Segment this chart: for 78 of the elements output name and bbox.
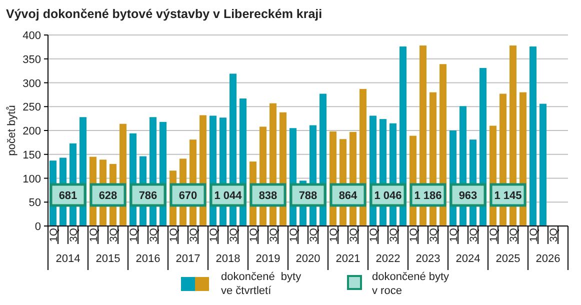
x-tick-label: 3Q [68, 228, 80, 242]
x-tick-label: 1Q [288, 228, 300, 242]
x-tick-label: 1Q [208, 228, 220, 242]
text: 2025 [496, 253, 520, 265]
annual-total-box: 1 145 [490, 183, 526, 207]
x-tick-label: 3Q [228, 228, 240, 242]
y-tick-label: 100 [22, 173, 41, 186]
x-tick-label: 1Q [408, 228, 420, 242]
annual-total-box: 963 [450, 183, 486, 207]
y-tick-label: 300 [22, 78, 41, 90]
annotation: 670 [178, 190, 198, 202]
annotation: 1 044 [214, 190, 243, 202]
y-tick-label: 400 [22, 30, 41, 42]
annual-total-box: 670 [170, 183, 206, 207]
x-tick-label: 3Q [148, 228, 160, 242]
bar [530, 46, 536, 226]
x-tick-label: 3Q [388, 228, 400, 242]
y-tick-label: 0 [34, 221, 41, 233]
x-tick-label: 3Q [428, 228, 440, 242]
text: dokončené byty v roce [372, 271, 450, 297]
text: 2018 [216, 253, 240, 265]
text: 2014 [56, 253, 80, 265]
x-tick-label: 3Q [348, 228, 360, 242]
y-tick-label: 250 [22, 102, 41, 114]
text: 2026 [536, 253, 560, 265]
annual-total-box: 788 [290, 183, 326, 207]
annotation: 786 [138, 190, 158, 202]
annual-total-box: 1 186 [410, 183, 446, 207]
text: 2023 [416, 253, 440, 265]
text: 2024 [456, 253, 480, 265]
annual-total-box: 628 [90, 183, 126, 207]
x-tick-label: 1Q [488, 228, 500, 242]
x-tick-label: 1Q [128, 228, 140, 242]
x-tick-label: 1Q [448, 228, 460, 242]
annual-total-box: 681 [50, 183, 86, 207]
x-tick-label: 1Q [168, 228, 180, 242]
annual-total-box: 786 [130, 183, 166, 207]
annotation: 963 [458, 190, 478, 202]
annual-total-box: 1 046 [370, 183, 406, 207]
x-tick-label: 1Q [248, 228, 260, 242]
annotation: 1 186 [414, 190, 442, 202]
y-tick-label: 200 [22, 126, 41, 138]
x-tick-label: 3Q [268, 228, 280, 242]
annual-total-box: 1 044 [210, 183, 246, 207]
x-tick-label: 1Q [88, 228, 100, 242]
bar [540, 104, 546, 226]
legend-label: dokončené byty ve čtvrtletí [221, 271, 302, 297]
text: 2019 [256, 253, 280, 265]
text: 2016 [136, 253, 160, 265]
y-tick-label: 350 [22, 54, 41, 66]
annotation: 864 [338, 190, 358, 202]
annotation: 681 [58, 190, 78, 202]
y-tick-label: 50 [28, 197, 41, 210]
x-tick-label: 3Q [108, 228, 120, 242]
text: 2021 [336, 253, 360, 265]
text: 2015 [96, 253, 120, 265]
x-tick-label: 1Q [48, 228, 60, 242]
annotation: 1 046 [374, 190, 402, 202]
x-tick-label: 1Q [368, 228, 380, 242]
annotation: 628 [98, 190, 118, 202]
text: 2017 [176, 253, 200, 265]
x-tick-label: 1Q [528, 228, 540, 242]
annual-total-box: 838 [250, 183, 286, 207]
text: 2020 [296, 253, 320, 265]
annual-total-box: 864 [330, 183, 366, 207]
y-axis-title: počet bytů [6, 105, 18, 156]
x-tick-label: 3Q [468, 228, 480, 242]
text: 2022 [376, 253, 400, 265]
chart-title: Vývoj dokončené bytové výstavby v Libereckém kraji [6, 7, 322, 21]
annotation: 788 [298, 190, 318, 202]
annotation: 1 145 [494, 190, 522, 202]
annotation: 838 [258, 190, 278, 202]
x-tick-label: 3Q [548, 228, 560, 242]
x-tick-label: 1Q [328, 228, 340, 242]
x-tick-label: 3Q [508, 228, 520, 242]
y-tick-label: 150 [22, 149, 41, 162]
x-tick-label: 3Q [188, 228, 200, 242]
x-tick-label: 3Q [308, 228, 320, 242]
